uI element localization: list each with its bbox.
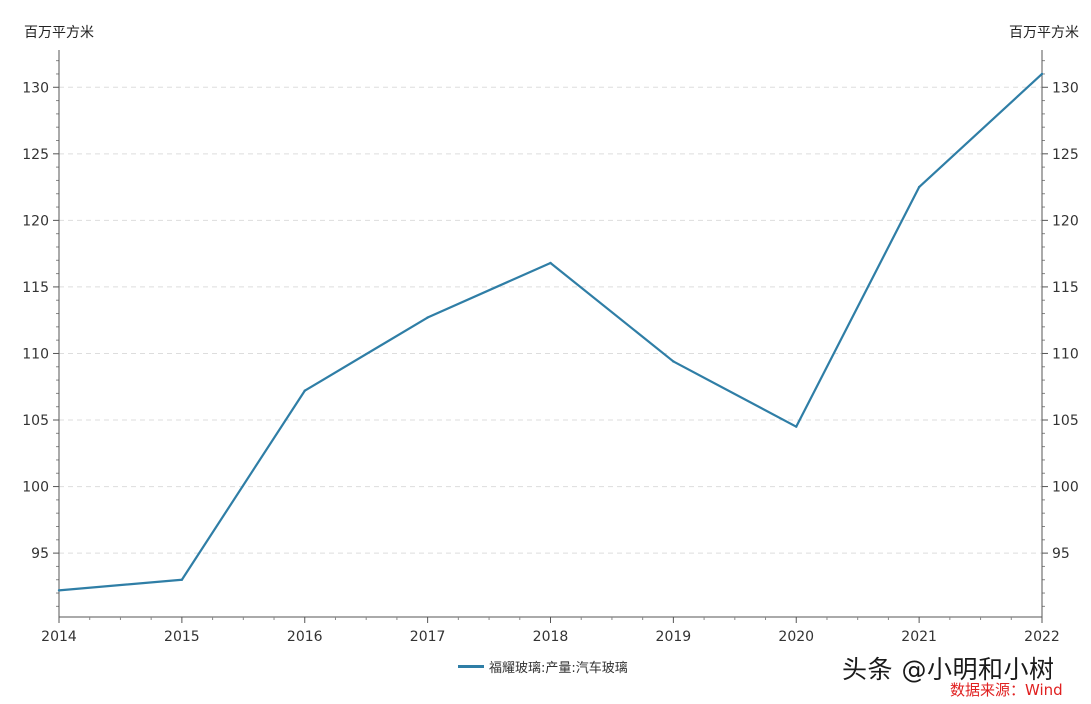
data-point [795,425,798,428]
y-tick-label-left: 105 [22,413,49,429]
y-tick-label-left: 115 [22,280,49,296]
x-tick-label: 2014 [41,629,77,645]
legend-label: 福耀玻璃:产量:汽车玻璃 [489,661,628,676]
right-axis-unit-label: 百万平方米 [1009,25,1079,41]
data-point [303,389,306,392]
x-tick-label: 2015 [164,629,200,645]
watermark: 头条 @小明和小树 [842,655,1055,684]
x-tick-label: 2020 [778,629,814,645]
y-tick-label-right: 125 [1052,147,1079,163]
data-point [1040,72,1044,76]
y-tick-label-right: 100 [1052,480,1079,496]
data-point [917,185,921,189]
x-tick-label: 2016 [287,629,323,645]
legend[interactable]: 福耀玻璃:产量:汽车玻璃 [458,657,628,676]
y-tick-label-left: 100 [22,480,49,496]
x-tick-label: 2018 [533,629,569,645]
y-tick-label-left: 125 [22,147,49,163]
y-tick-label-left: 95 [31,546,49,562]
data-point [57,589,61,592]
series-line [58,73,1043,592]
y-tick-label-right: 120 [1052,213,1079,229]
y-tick-label-right: 105 [1052,413,1079,429]
x-tick-label: 2021 [901,629,937,645]
y-tick-label-right: 110 [1052,346,1079,362]
y-tick-label-left: 120 [22,213,49,229]
left-axis-unit-label: 百万平方米 [24,25,94,41]
y-tick-label-right: 95 [1052,546,1070,562]
data-point [426,316,429,319]
data-point [180,578,184,581]
legend-swatch [458,665,484,668]
x-tick-label: 2017 [410,629,446,645]
x-tick-label: 2019 [656,629,692,645]
y-tick-label-right: 115 [1052,280,1079,296]
data-source: 数据来源：Wind [950,681,1063,699]
x-tick-label: 2022 [1024,629,1060,645]
y-tick-label-left: 130 [22,80,49,96]
data-point [672,360,675,363]
y-tick-label-right: 130 [1052,80,1079,96]
data-point [549,261,552,265]
y-tick-label-left: 110 [22,346,49,362]
